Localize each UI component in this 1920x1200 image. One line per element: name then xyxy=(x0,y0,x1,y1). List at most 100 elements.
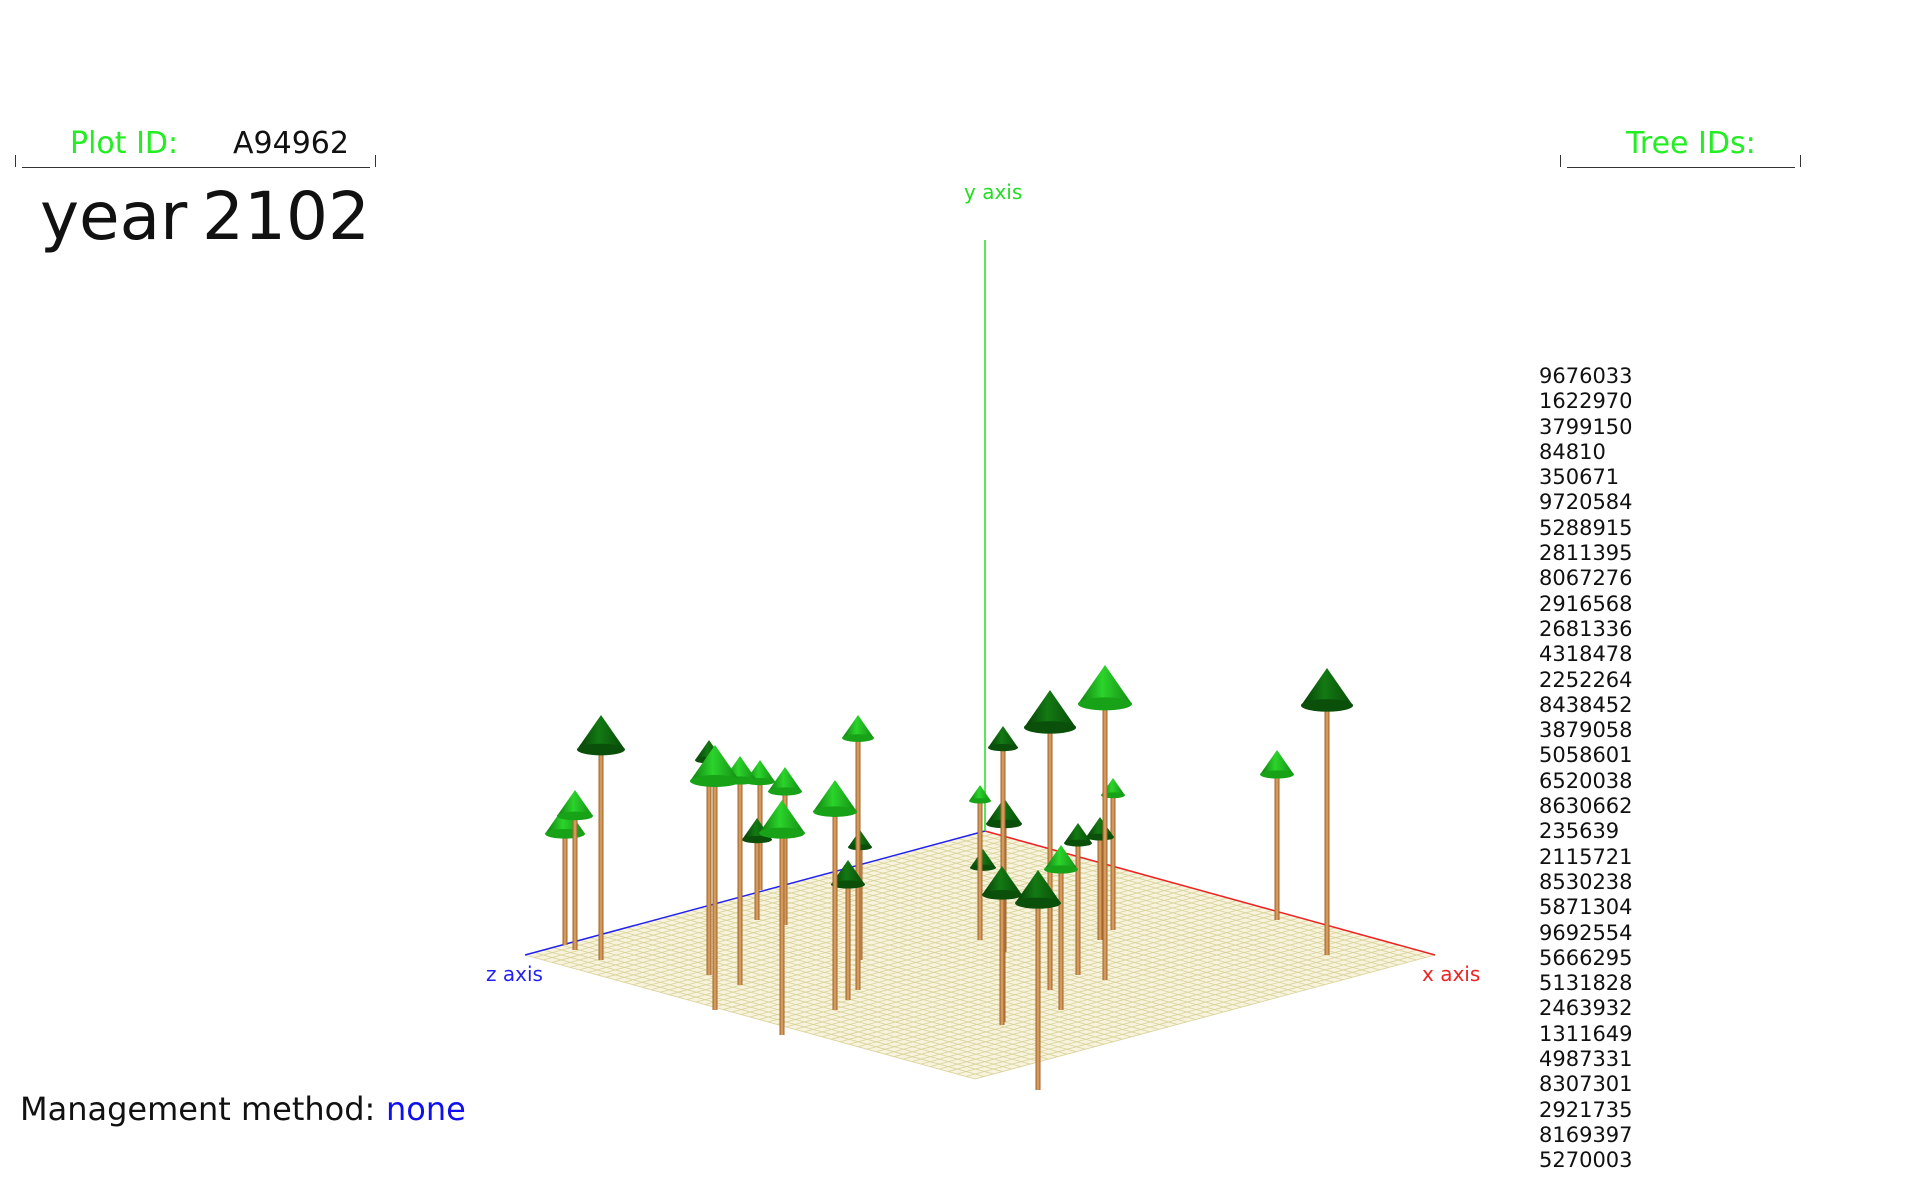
tree xyxy=(1260,750,1294,920)
tree-id-item: 8438452 xyxy=(1539,692,1633,717)
tree-crown xyxy=(1044,845,1078,870)
grid-line xyxy=(875,927,1337,1053)
tree-crown-base xyxy=(557,811,593,821)
tree-crown xyxy=(813,780,857,812)
tree-id-item: 6520038 xyxy=(1539,768,1633,793)
grid-line xyxy=(785,902,1247,1028)
grid-line xyxy=(866,924,1328,1050)
tree-trunk xyxy=(832,807,838,1010)
tree-id-item: 2921735 xyxy=(1539,1097,1633,1122)
tree-crown xyxy=(842,715,874,739)
tree-trunk xyxy=(598,745,604,960)
tree xyxy=(970,849,996,871)
tree-id-item: 5666295 xyxy=(1539,945,1633,970)
grid-line xyxy=(626,927,1077,1053)
grid-line xyxy=(920,939,1382,1065)
trees xyxy=(545,665,1353,1090)
tree-crown-base xyxy=(982,890,1022,900)
grid-line xyxy=(690,909,1141,1035)
tree-ids-label: Tree IDs: xyxy=(1626,126,1756,161)
tree-crown xyxy=(1064,823,1092,844)
tree-crown xyxy=(1260,750,1294,775)
tree-crown-base xyxy=(1078,697,1132,711)
tree-id-item: 235639 xyxy=(1539,819,1620,844)
tree-crown-base xyxy=(831,880,865,889)
tree-crown-base xyxy=(577,743,625,756)
grid-line xyxy=(812,909,1274,1035)
tree-id-item: 2811395 xyxy=(1539,541,1633,566)
tree-id-item: 1622970 xyxy=(1539,389,1633,414)
tree-trunk xyxy=(1274,770,1280,920)
plot-id-underline xyxy=(22,167,370,168)
y-axis-label: y axis xyxy=(964,180,1023,204)
grid-line xyxy=(929,942,1391,1067)
tree-crown-base xyxy=(742,836,772,844)
tree-crown-base xyxy=(1086,833,1114,841)
tree-crown xyxy=(982,866,1022,895)
grid-line xyxy=(848,919,1310,1045)
tree-trunk xyxy=(1035,899,1041,1090)
tree-id-item: 3879058 xyxy=(1539,718,1633,743)
tree-id-item: 5288915 xyxy=(1539,515,1633,540)
tree-crown xyxy=(988,726,1018,748)
tree-id-item: 5270003 xyxy=(1539,1148,1633,1173)
tree-crown-base xyxy=(1024,721,1076,734)
plot-id-label: Plot ID: xyxy=(70,126,179,161)
tree-id-item: 8630662 xyxy=(1539,794,1633,819)
tree-crown-base xyxy=(813,806,857,817)
tree-id-item: 8169397 xyxy=(1539,1122,1633,1147)
tree xyxy=(690,745,740,1010)
grid-line xyxy=(938,944,1400,1070)
tree-id-item: 2115721 xyxy=(1539,844,1633,869)
grid-line xyxy=(699,907,1150,1033)
grid-line xyxy=(754,892,1206,1018)
grid-line xyxy=(580,939,1031,1065)
tree-id-item: 9676033 xyxy=(1539,364,1633,388)
grid-line xyxy=(884,929,1346,1055)
grid-line xyxy=(745,895,1196,1020)
grid-line xyxy=(727,900,1178,1025)
grid-line xyxy=(965,952,1427,1077)
grid-line xyxy=(570,942,1022,1067)
tree-crown-base xyxy=(970,864,996,871)
tree-trunk xyxy=(845,880,851,1000)
tree xyxy=(768,767,802,925)
tree-trunk xyxy=(562,829,568,945)
tree-id-item: 2916568 xyxy=(1539,591,1633,616)
year-value: 2102 xyxy=(202,178,370,255)
tree-crown xyxy=(557,790,593,816)
tree-id-item: 2252264 xyxy=(1539,667,1633,692)
tree-trunk xyxy=(706,756,712,975)
grid-line xyxy=(543,949,994,1075)
tree-ids-underline xyxy=(1567,167,1795,168)
grid-line xyxy=(947,947,1409,1072)
tree xyxy=(969,785,991,940)
tree-trunk xyxy=(1102,699,1108,980)
tree-trunk xyxy=(1097,833,1103,940)
tree-trunk xyxy=(1110,791,1116,930)
tree xyxy=(1064,823,1092,975)
grid-line xyxy=(718,902,1169,1028)
tree xyxy=(1015,870,1061,1090)
tree-ids-right-tick xyxy=(1800,155,1801,167)
year-label: year xyxy=(40,178,188,255)
tree-crown-base xyxy=(768,787,802,796)
tree-id-item: 4318478 xyxy=(1539,642,1633,667)
tree-id-item: 8067276 xyxy=(1539,566,1633,591)
tree-trunk xyxy=(855,734,861,990)
tree xyxy=(557,790,593,950)
tree-crown-base xyxy=(842,734,874,742)
tree-crown-base xyxy=(545,829,585,839)
tree-crown-base xyxy=(1260,770,1294,779)
tree-crown-base xyxy=(690,775,740,787)
tree xyxy=(759,800,805,1035)
tree-trunk xyxy=(712,777,718,1010)
tree-trunk xyxy=(1047,723,1053,990)
tree xyxy=(1044,845,1078,1010)
tree-id-item: 5871304 xyxy=(1539,895,1633,920)
grid-line xyxy=(561,944,1012,1070)
grid-line xyxy=(902,934,1364,1060)
x-axis-label: x axis xyxy=(1422,962,1481,986)
tree xyxy=(1078,665,1132,980)
